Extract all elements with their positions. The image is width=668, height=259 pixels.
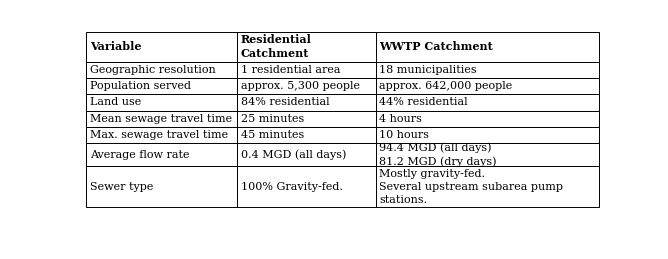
- Text: 25 minutes: 25 minutes: [241, 114, 304, 124]
- Text: approx. 642,000 people: approx. 642,000 people: [379, 81, 512, 91]
- Text: Average flow rate: Average flow rate: [90, 150, 189, 160]
- Text: Land use: Land use: [90, 97, 141, 107]
- Bar: [237, 62, 375, 78]
- Text: WWTP Catchment: WWTP Catchment: [379, 41, 493, 52]
- Bar: [86, 94, 237, 111]
- Text: Variable: Variable: [90, 41, 141, 52]
- Bar: [86, 143, 237, 166]
- Text: 4 hours: 4 hours: [379, 114, 422, 124]
- Text: 10 hours: 10 hours: [379, 130, 430, 140]
- Text: 18 municipalities: 18 municipalities: [379, 65, 477, 75]
- Text: 94.4 MGD (all days)
81.2 MGD (dry days): 94.4 MGD (all days) 81.2 MGD (dry days): [379, 143, 497, 167]
- Bar: [237, 32, 375, 62]
- Text: approx. 5,300 people: approx. 5,300 people: [241, 81, 360, 91]
- Bar: [375, 166, 599, 207]
- Bar: [86, 111, 237, 127]
- Text: Population served: Population served: [90, 81, 190, 91]
- Bar: [375, 111, 599, 127]
- Text: 84% residential: 84% residential: [241, 97, 329, 107]
- Bar: [375, 94, 599, 111]
- Bar: [86, 166, 237, 207]
- Bar: [375, 127, 599, 143]
- Text: 45 minutes: 45 minutes: [241, 130, 304, 140]
- Text: Sewer type: Sewer type: [90, 182, 153, 192]
- Bar: [375, 143, 599, 166]
- Text: Residential
Catchment: Residential Catchment: [241, 34, 312, 59]
- Bar: [86, 62, 237, 78]
- Bar: [237, 143, 375, 166]
- Text: Geographic resolution: Geographic resolution: [90, 65, 216, 75]
- Bar: [237, 127, 375, 143]
- Text: 1 residential area: 1 residential area: [241, 65, 341, 75]
- Bar: [375, 32, 599, 62]
- Bar: [237, 78, 375, 94]
- Bar: [86, 32, 237, 62]
- Text: 0.4 MGD (all days): 0.4 MGD (all days): [241, 149, 346, 160]
- Text: 100% Gravity-fed.: 100% Gravity-fed.: [241, 182, 343, 192]
- Text: Mostly gravity-fed.
Several upstream subarea pump
stations.: Mostly gravity-fed. Several upstream sub…: [379, 169, 563, 205]
- Text: Mean sewage travel time: Mean sewage travel time: [90, 114, 232, 124]
- Text: 44% residential: 44% residential: [379, 97, 468, 107]
- Bar: [86, 78, 237, 94]
- Bar: [375, 78, 599, 94]
- Bar: [375, 62, 599, 78]
- Bar: [237, 166, 375, 207]
- Bar: [237, 94, 375, 111]
- Bar: [237, 111, 375, 127]
- Text: Max. sewage travel time: Max. sewage travel time: [90, 130, 228, 140]
- Bar: [86, 127, 237, 143]
